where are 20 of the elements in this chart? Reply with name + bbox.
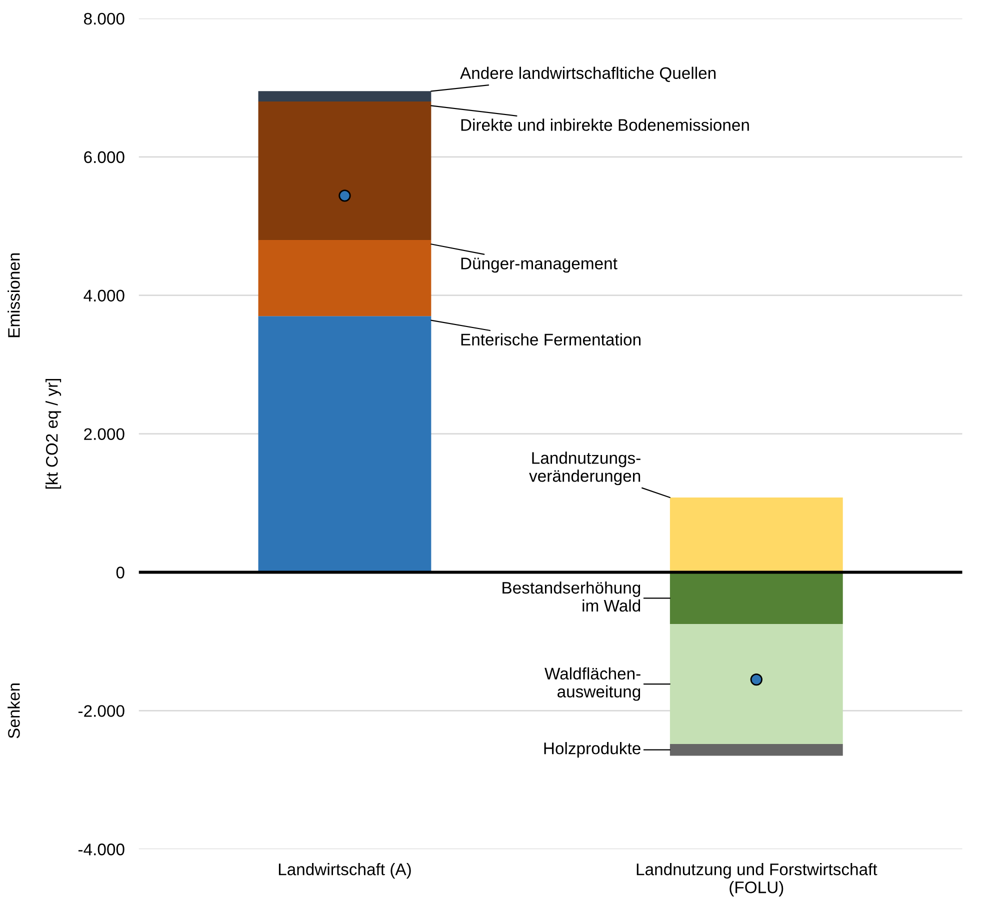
y-axis-title: [kt CO2 eq / yr] xyxy=(46,378,62,489)
x-tick-label: Landnutzung und Forstwirtschaft (FOLU) xyxy=(636,863,878,897)
series-label: Bestandserhöhung im Wald xyxy=(502,581,640,612)
y-tick-label: -2.000 xyxy=(78,705,124,717)
y-tick-label: 6.000 xyxy=(84,151,124,164)
series-label: Landnutzungs- veränderungen xyxy=(529,452,640,486)
text: Senken xyxy=(8,684,20,738)
y-tick-label: -4.000 xyxy=(78,844,124,856)
y-tick-label: 2.000 xyxy=(84,428,124,440)
series-label: Enterische Fermentation xyxy=(461,333,640,346)
y-tick-label: 4.000 xyxy=(84,290,124,302)
x-tick-label: Landwirtschaft (A) xyxy=(278,863,411,879)
y-tick-label: 0 xyxy=(116,566,124,578)
y-tick-label: 8.000 xyxy=(84,12,124,25)
series-label: Waldflächen- ausweitung xyxy=(544,667,640,701)
series-label: Direkte und inbirekte Bodenemissionen xyxy=(461,118,749,131)
series-label: Andere landwirtschafltiche Quellen xyxy=(460,66,716,82)
series-label: Dünger-management xyxy=(461,258,618,273)
series-label: Holzprodukte xyxy=(544,742,640,758)
text: Emissionen xyxy=(8,253,20,338)
